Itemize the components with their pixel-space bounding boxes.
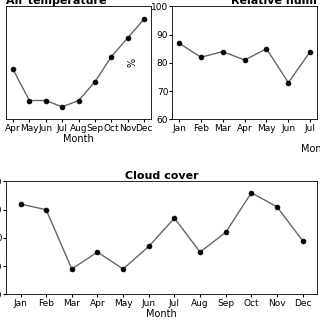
Text: Relative humi: Relative humi	[231, 0, 317, 6]
Text: %: %	[127, 58, 137, 68]
X-axis label: Month: Month	[63, 134, 94, 144]
Text: Air temperature: Air temperature	[6, 0, 107, 6]
X-axis label: Month: Month	[301, 144, 320, 154]
Title: Cloud cover: Cloud cover	[125, 171, 198, 181]
X-axis label: Month: Month	[146, 309, 177, 319]
